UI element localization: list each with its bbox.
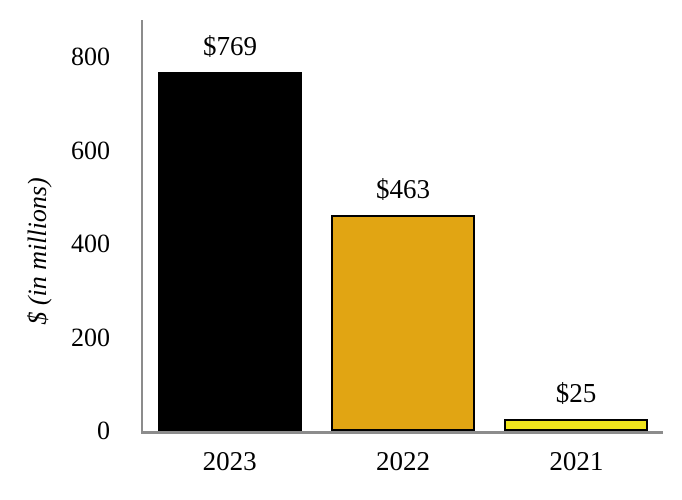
x-category-label: 2022 — [376, 446, 430, 476]
bar-value-label: $25 — [555, 378, 597, 408]
plot-area: $769 $463 $25 — [143, 20, 663, 431]
bar-2022 — [331, 215, 475, 431]
y-tick-label: 800 — [71, 42, 110, 72]
y-tick-label: 600 — [71, 135, 110, 165]
y-tick-label: 200 — [71, 322, 110, 352]
bar-2023 — [158, 72, 302, 431]
y-axis-line — [141, 20, 143, 434]
bar-2021 — [504, 419, 648, 431]
y-tick-label: 400 — [71, 229, 110, 259]
x-axis-line — [141, 431, 663, 434]
x-category-label: 2021 — [549, 446, 604, 476]
y-tick-label: 0 — [97, 416, 110, 445]
bar-value-label: $769 — [203, 31, 257, 61]
bar-value-label: $463 — [376, 174, 430, 204]
x-category-label: 2023 — [202, 446, 257, 476]
